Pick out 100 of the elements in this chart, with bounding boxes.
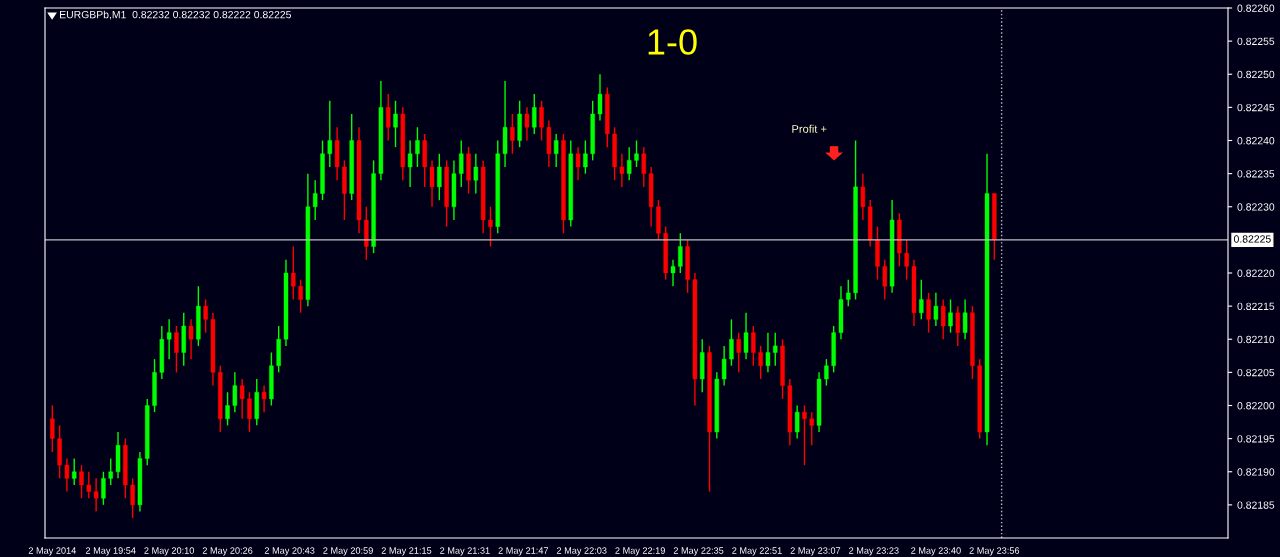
candlestick xyxy=(641,146,647,188)
candlestick xyxy=(459,139,464,188)
candlestick xyxy=(743,312,749,360)
candlestick xyxy=(816,371,822,433)
candlestick xyxy=(181,312,186,367)
x-tick-label: 2 May 19:54 xyxy=(85,547,136,556)
candlestick xyxy=(838,285,844,340)
y-tick-label: 0.82215 xyxy=(1237,302,1275,310)
candlestick xyxy=(758,345,763,380)
candlestick xyxy=(444,159,449,228)
candlestick xyxy=(962,298,968,340)
candlestick xyxy=(225,391,230,427)
candlestick xyxy=(619,153,625,188)
x-tick-label: 2 May 21:15 xyxy=(381,547,432,556)
y-tick-label: 0.82185 xyxy=(1237,501,1275,509)
candlestick xyxy=(254,378,259,427)
y-tick-label: 0.82255 xyxy=(1237,37,1275,45)
ref-line-label: 0.82225 xyxy=(1233,235,1271,243)
x-tick-label: 2 May 22:03 xyxy=(556,547,607,556)
candlestick xyxy=(809,411,814,446)
candlestick xyxy=(166,318,172,360)
candlestick xyxy=(188,318,194,360)
candlestick xyxy=(276,325,281,374)
candlestick xyxy=(437,153,442,201)
candlestick xyxy=(71,457,77,486)
y-tick-label: 0.82200 xyxy=(1237,402,1275,410)
candlestick xyxy=(123,437,128,499)
candlestick xyxy=(130,477,135,519)
candlestick xyxy=(349,113,354,201)
candlestick xyxy=(605,86,610,148)
y-tick-label: 0.82195 xyxy=(1237,435,1275,443)
candlestick xyxy=(685,239,690,294)
candlestick xyxy=(634,139,639,168)
candlestick xyxy=(780,338,785,400)
candlestick xyxy=(721,345,727,387)
candlestick xyxy=(291,245,296,301)
candlestick xyxy=(751,325,756,367)
x-tick-label: 2 May 23:40 xyxy=(911,547,961,556)
candlestick xyxy=(612,126,617,181)
candlestick xyxy=(787,378,793,446)
candlestick xyxy=(678,232,683,274)
candlestick xyxy=(626,146,632,181)
candlestick xyxy=(298,278,303,314)
candlestick xyxy=(926,292,931,334)
candlestick xyxy=(93,477,99,513)
candlestick xyxy=(729,318,734,367)
annotation: Profit + xyxy=(792,124,827,133)
candlestick xyxy=(510,113,515,155)
candlestick xyxy=(203,298,208,334)
candlestick xyxy=(970,305,975,380)
candlestick xyxy=(575,146,581,181)
candlestick xyxy=(422,133,427,188)
candlestick xyxy=(824,358,829,387)
x-tick-label: 2 May 21:47 xyxy=(498,547,549,556)
x-tick-label: 2 May 20:10 xyxy=(144,547,195,556)
y-tick-label: 0.82245 xyxy=(1237,103,1275,112)
candlestick xyxy=(342,159,347,221)
candlestick xyxy=(196,285,201,347)
candlestick xyxy=(583,139,588,175)
candlestick xyxy=(736,331,741,374)
x-tick-label: 2 May 23:56 xyxy=(969,547,1020,556)
candlestick xyxy=(860,172,866,221)
x-tick-label: 2 May 23:23 xyxy=(849,547,899,556)
candlestick xyxy=(590,100,595,162)
candlestick xyxy=(108,457,113,486)
y-tick-label: 0.82220 xyxy=(1237,269,1275,277)
candlestick xyxy=(174,325,179,374)
candlestick xyxy=(984,153,990,446)
candlestick xyxy=(853,139,858,301)
candlestick xyxy=(933,292,939,327)
x-tick-label: 2 May 22:19 xyxy=(615,547,665,556)
candlestick xyxy=(269,351,274,407)
candlestick xyxy=(137,451,143,513)
candlestick xyxy=(539,100,544,142)
x-tick-label: 2 May 20:26 xyxy=(202,547,253,556)
candlestick xyxy=(79,464,84,499)
candlestick xyxy=(656,199,661,241)
candlestick xyxy=(802,404,807,466)
candlestick xyxy=(700,338,705,393)
candlestick xyxy=(765,331,771,374)
candlestick xyxy=(911,259,917,327)
y-tick-label: 0.82240 xyxy=(1237,137,1275,145)
candlestick xyxy=(466,146,471,195)
x-tick-label: 2 May 20:43 xyxy=(264,547,315,556)
candlestick xyxy=(218,365,223,433)
chart-title: EURGBPb,M1 0.82232 0.82232 0.82222 0.82225 xyxy=(60,10,291,20)
candlestick xyxy=(495,139,500,234)
candlestick xyxy=(532,93,537,135)
y-tick-label: 0.82235 xyxy=(1237,170,1275,178)
x-tick-label: 2 May 23:07 xyxy=(790,547,841,556)
candlestick xyxy=(378,80,384,181)
candlestick xyxy=(882,259,887,301)
candlestick xyxy=(334,126,340,181)
candlestick xyxy=(415,126,420,168)
candlestick xyxy=(502,80,508,168)
candlestick xyxy=(561,133,566,234)
candlestick xyxy=(707,345,712,493)
candlestick xyxy=(393,100,398,148)
candlestick xyxy=(247,391,252,433)
candlestick xyxy=(670,259,676,287)
